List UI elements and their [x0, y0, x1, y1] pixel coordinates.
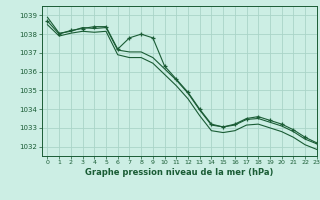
X-axis label: Graphe pression niveau de la mer (hPa): Graphe pression niveau de la mer (hPa) [85, 168, 273, 177]
